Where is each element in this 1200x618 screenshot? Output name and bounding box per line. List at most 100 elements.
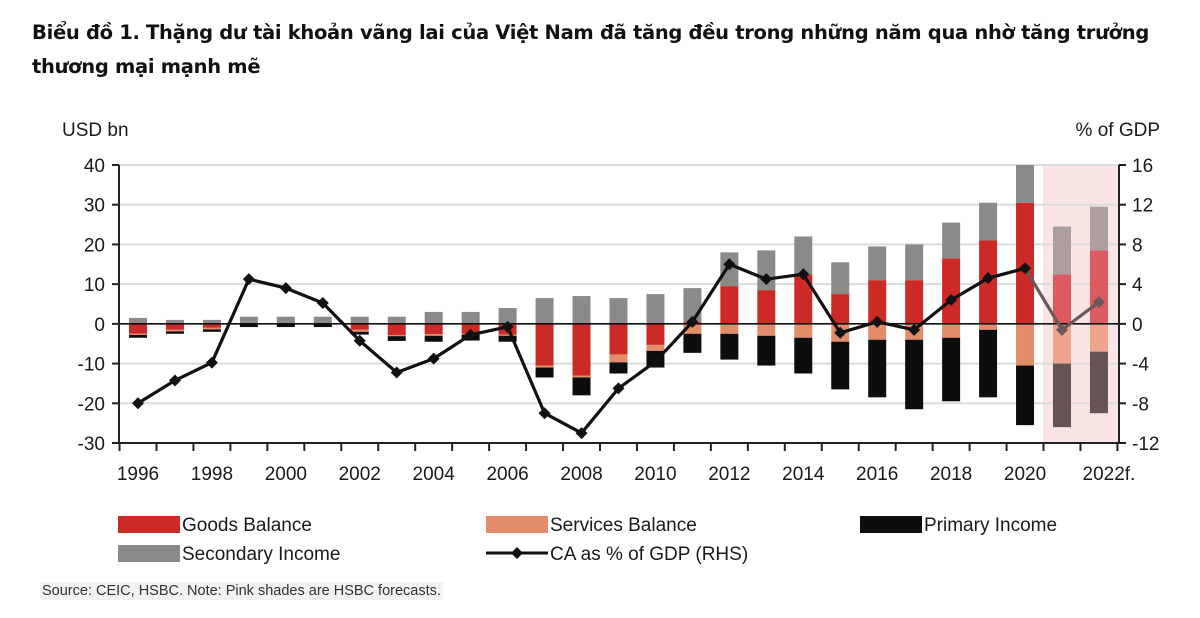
ca-point-2003 bbox=[390, 366, 403, 379]
ca-point-2002 bbox=[353, 334, 366, 347]
y2-tick-label: 8 bbox=[1132, 235, 1143, 256]
bar-primary-income-2002 bbox=[350, 331, 369, 335]
bar-goods-balance-2018 bbox=[942, 258, 961, 324]
x-tick-label: 2000 bbox=[265, 464, 307, 485]
bar-secondary-income-2016 bbox=[868, 246, 887, 281]
bar-secondary-income-2009 bbox=[609, 298, 628, 324]
bar-services-balance-1996 bbox=[129, 333, 147, 335]
ca-point-2020 bbox=[1019, 262, 1032, 275]
bar-secondary-income-2021 bbox=[1053, 226, 1071, 275]
ca-point-1996 bbox=[132, 397, 144, 410]
x-tick-label: 1996 bbox=[117, 464, 159, 485]
bar-primary-income-2012 bbox=[720, 333, 739, 360]
legend-swatch-goods-balance bbox=[118, 516, 180, 533]
bar-secondary-income-2022 bbox=[1089, 206, 1108, 251]
bar-secondary-income-2015 bbox=[831, 262, 850, 295]
bar-services-balance-2003 bbox=[387, 334, 406, 337]
bar-primary-income-2019 bbox=[979, 329, 998, 398]
y2-tick-label: -4 bbox=[1132, 355, 1149, 376]
y2-tick-label: 16 bbox=[1132, 156, 1153, 177]
bar-services-balance-2018 bbox=[942, 323, 961, 338]
bar-services-balance-2002 bbox=[350, 329, 369, 332]
bar-primary-income-1999 bbox=[239, 323, 258, 328]
ca-point-2012 bbox=[723, 258, 736, 271]
legend-label-secondary-income: Secondary Income bbox=[182, 544, 340, 565]
legend-label-services-balance: Services Balance bbox=[550, 515, 697, 536]
bar-primary-income-2008 bbox=[572, 377, 591, 396]
bar-goods-balance-2010 bbox=[646, 323, 665, 345]
ca-point-2006 bbox=[501, 320, 514, 333]
y2-tick-label: 0 bbox=[1132, 315, 1143, 336]
bar-goods-balance-1997 bbox=[165, 323, 184, 330]
bar-services-balance-2008 bbox=[572, 375, 591, 378]
bar-primary-income-2018 bbox=[942, 337, 961, 402]
chart-title: Biểu đồ 1. Thặng dư tài khoản vãng lai c… bbox=[32, 21, 1150, 78]
bar-goods-balance-2014 bbox=[794, 274, 813, 324]
bar-secondary-income-1997 bbox=[165, 319, 184, 324]
y-tick-label: -20 bbox=[78, 394, 105, 415]
bar-primary-income-2016 bbox=[868, 339, 887, 398]
bar-secondary-income-1998 bbox=[202, 319, 221, 324]
bar-primary-income-2004 bbox=[424, 335, 443, 342]
bar-secondary-income-2019 bbox=[979, 202, 998, 241]
ca-point-2021 bbox=[1056, 323, 1068, 336]
bar-primary-income-1997 bbox=[165, 331, 184, 334]
bar-primary-income-2014 bbox=[794, 337, 813, 374]
bar-primary-income-2013 bbox=[757, 335, 776, 366]
ca-point-2008 bbox=[575, 427, 588, 440]
bar-goods-balance-2002 bbox=[350, 323, 369, 330]
bar-secondary-income-2010 bbox=[646, 294, 665, 324]
bar-secondary-income-1996 bbox=[129, 317, 147, 324]
ca-point-2004 bbox=[427, 352, 440, 365]
ca-point-2022 bbox=[1092, 296, 1105, 309]
x-tick-label: 2004 bbox=[413, 464, 456, 485]
legend-label-goods-balance: Goods Balance bbox=[182, 515, 312, 536]
bar-services-balance-2014 bbox=[794, 323, 813, 338]
ca-point-2015 bbox=[834, 326, 847, 339]
bar-services-balance-2012 bbox=[720, 323, 739, 334]
ca-point-2014 bbox=[797, 268, 810, 281]
bar-primary-income-2001 bbox=[313, 323, 332, 328]
ca-point-2019 bbox=[982, 272, 995, 285]
bar-goods-balance-2017 bbox=[905, 280, 924, 324]
bar-secondary-income-2017 bbox=[905, 244, 924, 281]
x-tick-label: 2020 bbox=[1004, 464, 1046, 485]
bar-goods-balance-2013 bbox=[757, 290, 776, 324]
bar-secondary-income-2000 bbox=[276, 316, 295, 324]
x-tick-label: 2002 bbox=[339, 464, 381, 485]
legend-swatch-services-balance bbox=[486, 516, 548, 533]
bar-goods-balance-1998 bbox=[202, 323, 221, 328]
bar-services-balance-2013 bbox=[757, 323, 776, 336]
bar-primary-income-2006 bbox=[498, 335, 517, 342]
legend-marker-ca-as-of-gdp-rhs bbox=[511, 547, 523, 559]
bar-secondary-income-2020 bbox=[1016, 165, 1035, 203]
legend-label-ca-as-of-gdp-rhs: CA as % of GDP (RHS) bbox=[550, 544, 748, 565]
y-tick-label: 40 bbox=[84, 156, 105, 177]
y-tick-label: 0 bbox=[94, 315, 105, 336]
x-tick-label: 2010 bbox=[634, 464, 676, 485]
bar-services-balance-2009 bbox=[609, 354, 628, 363]
bar-primary-income-2017 bbox=[905, 339, 924, 410]
y-tick-label: -10 bbox=[78, 355, 105, 376]
y2-tick-label: -8 bbox=[1132, 394, 1149, 415]
bar-secondary-income-1999 bbox=[239, 316, 258, 324]
bar-services-balance-2004 bbox=[424, 334, 443, 336]
x-tick-label: 2016 bbox=[856, 464, 898, 485]
y2-tick-label: -12 bbox=[1132, 434, 1159, 455]
bar-secondary-income-2005 bbox=[461, 311, 480, 324]
bar-secondary-income-2008 bbox=[572, 296, 591, 324]
source-note: Source: CEIC, HSBC. Note: Pink shades ar… bbox=[40, 582, 443, 600]
x-tick-label: 2008 bbox=[560, 464, 602, 485]
bar-primary-income-2003 bbox=[387, 336, 406, 341]
bar-services-balance-2022 bbox=[1089, 323, 1108, 352]
bar-secondary-income-2001 bbox=[313, 316, 332, 324]
y2-tick-label: 12 bbox=[1132, 196, 1153, 217]
legend-swatch-secondary-income bbox=[118, 545, 180, 562]
bar-secondary-income-2007 bbox=[535, 298, 554, 324]
bar-services-balance-2011 bbox=[683, 323, 702, 334]
y-tick-label: 30 bbox=[84, 196, 105, 217]
y-tick-label: -30 bbox=[78, 434, 105, 455]
bar-primary-income-2011 bbox=[683, 333, 702, 353]
bar-primary-income-2000 bbox=[276, 323, 295, 328]
x-tick-label: 2012 bbox=[708, 464, 750, 485]
